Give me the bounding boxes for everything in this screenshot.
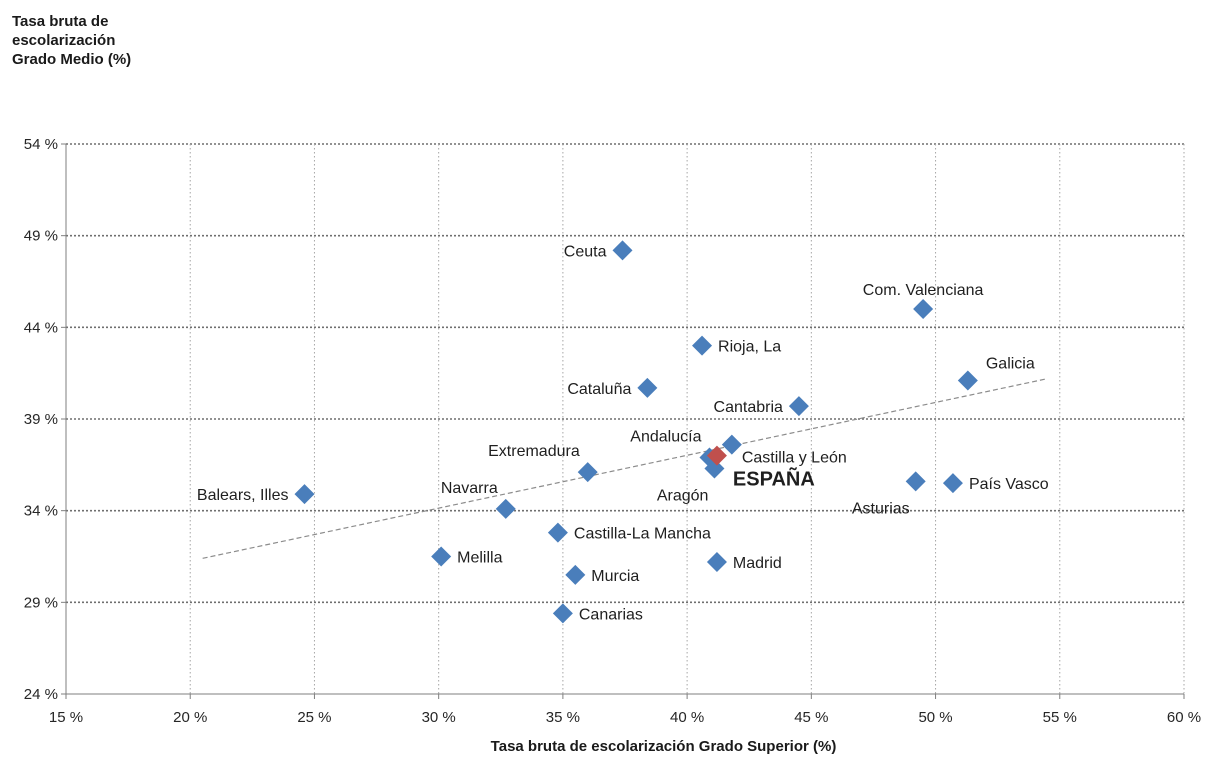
data-label: Andalucía [630, 429, 701, 446]
data-point [692, 335, 713, 356]
y-axis-title: Tasa bruta de escolarización Grado Medio… [12, 12, 131, 69]
x-tick-label: 55 % [1043, 709, 1077, 726]
data-point [913, 299, 934, 319]
x-tick-label: 20 % [173, 709, 207, 726]
data-label: Aragón [657, 488, 709, 505]
data-label: Madrid [733, 555, 782, 572]
data-point [942, 473, 963, 494]
y-tick-label: 49 % [24, 228, 58, 245]
highlight-point [706, 445, 727, 466]
data-label: Asturias [852, 500, 910, 517]
data-point [294, 484, 315, 505]
data-point [957, 370, 978, 391]
data-label: Navarra [441, 480, 498, 497]
x-tick-label: 60 % [1167, 709, 1201, 726]
data-point [431, 546, 452, 567]
y-tick-label: 24 % [24, 686, 58, 703]
x-tick-label: 35 % [546, 709, 580, 726]
data-point [495, 498, 516, 519]
data-label: Galicia [986, 356, 1035, 373]
data-point [612, 240, 633, 261]
x-tick-label: 50 % [918, 709, 952, 726]
data-point [547, 522, 568, 543]
data-label: Murcia [591, 568, 639, 585]
y-axis-title-line: Tasa bruta de [12, 13, 109, 30]
data-label: Cataluña [567, 381, 631, 398]
data-label: Ceuta [564, 243, 607, 260]
data-label: Rioja, La [718, 339, 781, 356]
y-tick-label: 34 % [24, 503, 58, 520]
y-axis-title-line: escolarización [12, 32, 116, 49]
y-axis-title-line: Grado Medio (%) [12, 51, 132, 68]
data-label: Balears, Illes [197, 487, 289, 504]
data-point [552, 603, 573, 624]
data-point [704, 458, 725, 479]
y-tick-label: 39 % [24, 411, 58, 428]
data-point [577, 462, 598, 483]
data-label: Canarias [579, 606, 643, 623]
x-tick-label: 25 % [297, 709, 331, 726]
y-tick-label: 54 % [24, 136, 58, 153]
data-point [706, 552, 727, 572]
data-point [637, 377, 658, 398]
x-tick-label: 30 % [422, 709, 456, 726]
data-label: Cantabria [714, 399, 783, 416]
y-tick-label: 29 % [24, 594, 58, 611]
data-label: País Vasco [969, 476, 1049, 493]
data-point [721, 434, 742, 455]
x-tick-label: 45 % [794, 709, 828, 726]
data-point [905, 471, 926, 492]
data-label: Extremadura [488, 443, 580, 460]
y-tick-label: 44 % [24, 319, 58, 336]
data-label: Castilla-La Mancha [574, 526, 711, 543]
data-point [565, 564, 586, 585]
data-label: Castilla y León [742, 450, 847, 467]
data-label: Com. Valenciana [863, 282, 984, 299]
x-tick-label: 15 % [49, 709, 83, 726]
data-label: Melilla [457, 550, 502, 567]
highlight-label: ESPAÑA [733, 468, 815, 491]
data-point [788, 396, 809, 417]
x-axis-title: Tasa bruta de escolarización Grado Super… [490, 738, 837, 755]
x-tick-label: 40 % [670, 709, 704, 726]
